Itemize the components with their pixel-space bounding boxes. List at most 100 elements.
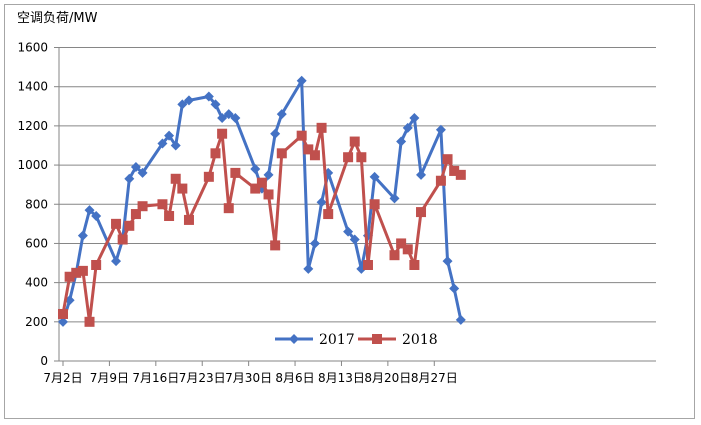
data-point-2017: [137, 167, 148, 178]
data-point-2017: [402, 122, 413, 133]
data-point-2018: [362, 259, 373, 270]
data-point-2017: [303, 263, 314, 274]
y-axis-title: 空调负荷/MW: [17, 11, 98, 26]
data-point-2018: [449, 165, 460, 176]
data-point-2017: [210, 99, 221, 110]
legend-marker-2017: [289, 334, 299, 344]
data-point-2017: [170, 140, 181, 151]
data-point-2018: [124, 220, 135, 231]
axes: [54, 47, 656, 366]
data-point-2017: [435, 124, 446, 135]
data-point-2017: [203, 91, 214, 102]
data-point-2018: [309, 150, 320, 161]
data-point-2017: [84, 205, 95, 216]
data-point-2018: [130, 209, 141, 220]
series-line-2018: [61, 126, 462, 324]
data-point-2017: [230, 113, 241, 124]
y-tick-label: 200: [25, 315, 48, 329]
y-tick-label: 600: [25, 236, 48, 250]
data-point-2018: [402, 244, 413, 255]
data-point-2017: [164, 130, 175, 141]
data-point-2018: [91, 259, 102, 270]
data-point-2017: [77, 230, 88, 241]
x-tick-label: 8月27日: [411, 371, 458, 385]
data-point-2017: [369, 171, 380, 182]
x-tick-label: 7月2日: [43, 371, 82, 385]
data-point-2017: [111, 256, 122, 267]
data-point-2018: [369, 199, 380, 210]
data-point-2017: [183, 95, 194, 106]
data-point-2018: [349, 136, 360, 147]
data-point-2017: [409, 113, 420, 124]
data-point-2017: [389, 193, 400, 204]
data-point-2018: [416, 207, 427, 218]
data-point-2018: [164, 211, 175, 222]
data-point-2017: [309, 238, 320, 249]
y-tick-label: 800: [25, 197, 48, 211]
gridlines: [59, 47, 656, 323]
data-point-2017: [263, 169, 274, 180]
data-point-2017: [276, 109, 287, 120]
data-point-2018: [303, 144, 314, 155]
data-point-2018: [170, 173, 181, 184]
data-point-2018: [84, 316, 95, 327]
data-point-2018: [64, 271, 75, 282]
data-point-2018: [157, 199, 168, 210]
data-point-2017: [316, 197, 327, 208]
data-point-2018: [58, 308, 68, 319]
x-tick-label: 7月16日: [132, 371, 179, 385]
series-lines: [58, 75, 466, 327]
x-tick-label: 7月30日: [225, 371, 272, 385]
data-point-2018: [455, 169, 466, 180]
x-tick-label: 7月23日: [179, 371, 226, 385]
x-tick-label: 8月13日: [318, 371, 365, 385]
legend-label-2017: 2017: [319, 332, 355, 348]
data-point-2017: [455, 314, 466, 325]
data-point-2018: [389, 250, 400, 261]
data-point-2017: [157, 138, 168, 149]
data-point-2018: [256, 177, 267, 188]
data-point-2018: [276, 148, 287, 159]
data-point-2017: [217, 113, 228, 124]
data-point-2017: [343, 226, 354, 237]
data-point-2018: [71, 267, 82, 278]
data-point-2018: [316, 122, 327, 133]
data-point-2018: [435, 175, 446, 186]
data-point-2018: [323, 209, 334, 220]
data-point-2018: [343, 152, 354, 163]
data-point-2017: [124, 173, 135, 184]
data-point-2017: [416, 169, 427, 180]
data-point-2017: [449, 283, 460, 294]
data-point-2018: [356, 152, 367, 163]
data-point-2017: [91, 211, 102, 222]
data-point-2018: [223, 203, 234, 214]
series-line-2017: [61, 79, 463, 323]
data-point-2017: [296, 75, 307, 86]
y-tick-label: 1200: [17, 119, 48, 133]
chart-frame: [4, 4, 695, 419]
data-point-2018: [177, 183, 188, 194]
data-point-2018: [263, 189, 274, 200]
data-point-2017: [223, 109, 234, 120]
data-point-2018: [210, 148, 221, 159]
legend-label-2018: 2018: [402, 332, 438, 348]
data-point-2018: [137, 201, 148, 212]
data-point-2018: [270, 240, 281, 251]
data-point-2017: [396, 136, 407, 147]
x-tick-label: 8月20日: [364, 371, 411, 385]
data-point-2018: [296, 130, 307, 141]
data-point-2017: [58, 316, 68, 327]
x-tick-label: 7月9日: [90, 371, 129, 385]
legend-marker-2018: [372, 334, 382, 344]
data-point-2018: [111, 218, 122, 229]
y-tick-label: 1600: [17, 41, 48, 55]
x-tick-labels: 7月2日 7月9日 7月16日 7月23日 7月30日 8月6日 8月13日 8月20日 8月2…: [43, 371, 457, 385]
data-point-2018: [77, 265, 88, 276]
data-point-2017: [250, 163, 261, 174]
data-point-2018: [203, 171, 214, 182]
data-point-2017: [349, 234, 360, 245]
data-point-2018: [230, 167, 241, 178]
data-point-2018: [183, 214, 194, 225]
data-point-2017: [177, 99, 188, 110]
